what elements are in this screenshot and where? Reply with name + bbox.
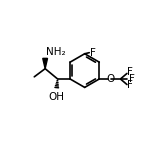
Polygon shape (43, 58, 48, 69)
Text: F: F (128, 81, 133, 90)
Text: OH: OH (48, 92, 64, 102)
Text: F: F (128, 67, 133, 78)
Text: NH₂: NH₂ (46, 47, 65, 57)
Text: F: F (129, 74, 135, 84)
Text: F: F (90, 48, 95, 58)
Text: O: O (106, 74, 114, 84)
